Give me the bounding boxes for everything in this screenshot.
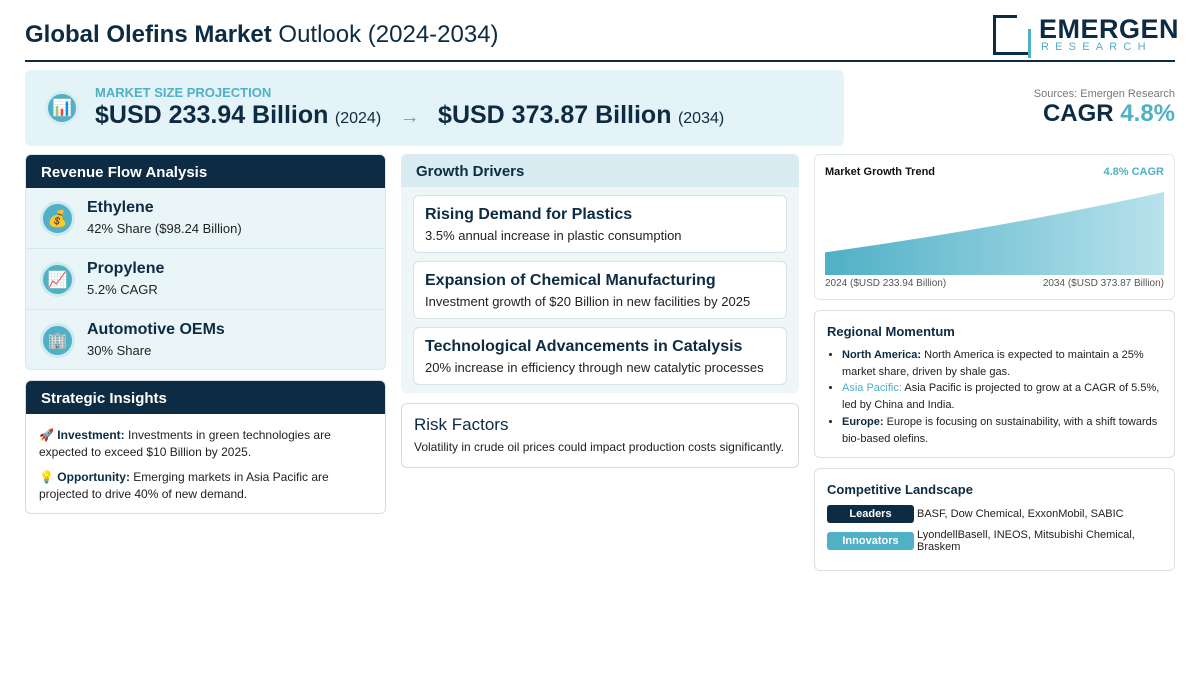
region-item: Asia Pacific: Asia Pacific is projected …	[842, 380, 1164, 413]
revenue-item-desc: 42% Share ($98.24 Billion)	[87, 221, 242, 236]
driver-desc: 20% increase in efficiency through new c…	[425, 360, 764, 375]
trend-chart-icon: 📈	[40, 262, 75, 297]
market-size-label: MARKET SIZE PROJECTION	[95, 85, 272, 100]
insight-item: 🚀 Investment: Investments in green techn…	[39, 427, 359, 461]
competitive-landscape-title: Competitive Landscape	[827, 482, 973, 497]
sources-text: Sources: Emergen Research	[1033, 88, 1175, 100]
driver-title: Technological Advancements in Catalysis	[425, 338, 743, 355]
growth-trend-chart	[825, 192, 1164, 275]
bar-chart-icon: 📊	[45, 91, 79, 125]
regional-momentum-card: Regional Momentum North America: North A…	[814, 310, 1175, 458]
market-size-values: $USD 233.94 Billion (2024) → $USD 373.87…	[95, 101, 724, 130]
insight-label: Investment:	[57, 428, 125, 442]
cagr-value: 4.8%	[1120, 100, 1175, 127]
title-bar: Global Olefins Market Outlook (2024-2034…	[25, 14, 1179, 62]
revenue-item-name: Ethylene	[87, 199, 154, 216]
rocket-icon: 🚀	[39, 428, 54, 442]
driver-desc: 3.5% annual increase in plastic consumpt…	[425, 228, 682, 243]
revenue-flow-card: Revenue Flow Analysis 💰 Ethylene 42% Sha…	[25, 154, 386, 370]
region-label: North America:	[842, 349, 922, 361]
logo-word: EMERGEN	[1039, 14, 1180, 44]
growth-drivers-card: Growth Drivers Rising Demand for Plastic…	[401, 154, 799, 393]
end-year: (2034)	[677, 110, 725, 127]
driver-title: Rising Demand for Plastics	[425, 206, 633, 223]
driver-item: Rising Demand for Plastics 3.5% annual i…	[413, 195, 787, 253]
revenue-item-desc: 30% Share	[87, 343, 152, 358]
region-label: Europe:	[842, 415, 884, 428]
innovators-badge: Innovators	[827, 532, 914, 550]
revenue-item-name: Automotive OEMs	[87, 321, 225, 338]
insight-label: Opportunity:	[57, 470, 130, 484]
page-title: Global Olefins Market Outlook (2024-2034…	[25, 21, 499, 49]
growth-trend-card: Market Growth Trend 4.8% CAGR 2024 ($USD…	[814, 154, 1175, 300]
growth-drivers-title: Growth Drivers	[401, 154, 799, 187]
trend-end-label: 2034 ($USD 373.87 Billion)	[1042, 278, 1164, 289]
region-item: North America: North America is expected…	[842, 347, 1164, 380]
driver-item: Technological Advancements in Catalysis …	[413, 327, 787, 385]
revenue-item: 🏢 Automotive OEMs 30% Share	[26, 310, 385, 369]
insight-text: Emerging markets in Asia Pacific are pro…	[39, 470, 329, 501]
revenue-flow-title: Revenue Flow Analysis	[26, 155, 385, 188]
driver-title: Expansion of Chemical Manufacturing	[425, 272, 716, 289]
risk-factors-card: Risk Factors Volatility in crude oil pri…	[401, 403, 799, 468]
money-bag-icon: 💰	[40, 201, 75, 236]
region-text: North America is expected to maintain a …	[842, 349, 1144, 378]
competitive-landscape-card: Competitive Landscape Leaders BASF, Dow …	[814, 468, 1175, 571]
market-size-banner: 📊 MARKET SIZE PROJECTION $USD 233.94 Bil…	[25, 70, 844, 146]
end-value: $USD 373.87 Billion	[438, 101, 672, 129]
trend-cagr: 4.8% CAGR	[1103, 166, 1164, 178]
page-title-rest: Outlook (2024-2034)	[271, 21, 499, 48]
arrow-right-icon: →	[399, 106, 420, 128]
trend-start-label: 2024 ($USD 233.94 Billion)	[825, 278, 947, 289]
revenue-item: 📈 Propylene 5.2% CAGR	[26, 249, 385, 310]
innovators-list: LyondellBasell, INEOS, Mitsubishi Chemic…	[917, 529, 1135, 553]
building-icon: 🏢	[40, 323, 75, 358]
region-text: Europe is focusing on sustainability, wi…	[842, 415, 1158, 445]
logo-sub: RESEARCH	[1041, 41, 1152, 53]
start-year: (2024)	[334, 110, 382, 127]
trend-title: Market Growth Trend	[825, 166, 936, 178]
revenue-item-name: Propylene	[87, 260, 165, 277]
leaders-list: BASF, Dow Chemical, ExxonMobil, SABIC	[917, 508, 1124, 520]
page-title-bold: Global Olefins Market	[25, 21, 272, 48]
region-text: Asia Pacific is projected to grow at a C…	[842, 382, 1160, 412]
driver-desc: Investment growth of $20 Billion in new …	[425, 294, 751, 309]
revenue-item: 💰 Ethylene 42% Share ($98.24 Billion)	[26, 188, 385, 249]
strategic-insights-card: Strategic Insights 🚀 Investment: Investm…	[25, 380, 386, 514]
region-label: Asia Pacific:	[842, 382, 902, 395]
insight-item: 💡 Opportunity: Emerging markets in Asia …	[39, 469, 359, 503]
risk-factors-title: Risk Factors	[414, 415, 509, 434]
insight-text: Investments in green technologies are ex…	[39, 428, 331, 459]
logo-mark-icon	[993, 15, 1031, 58]
strategic-insights-title: Strategic Insights	[26, 381, 385, 414]
region-item: Europe: Europe is focusing on sustainabi…	[842, 414, 1164, 447]
emergen-logo: EMERGEN RESEARCH	[993, 14, 1179, 58]
regional-momentum-title: Regional Momentum	[827, 324, 955, 339]
cagr-display: CAGR 4.8%	[1043, 100, 1175, 128]
start-value: $USD 233.94 Billion	[95, 101, 329, 129]
cagr-label: CAGR	[1042, 100, 1121, 127]
regional-list: North America: North America is expected…	[842, 347, 1164, 447]
lightbulb-icon: 💡	[39, 470, 54, 484]
risk-factors-desc: Volatility in crude oil prices could imp…	[414, 440, 784, 454]
driver-item: Expansion of Chemical Manufacturing Inve…	[413, 261, 787, 319]
trend-area	[825, 192, 1164, 275]
revenue-item-desc: 5.2% CAGR	[87, 282, 158, 297]
leaders-badge: Leaders	[827, 505, 914, 523]
